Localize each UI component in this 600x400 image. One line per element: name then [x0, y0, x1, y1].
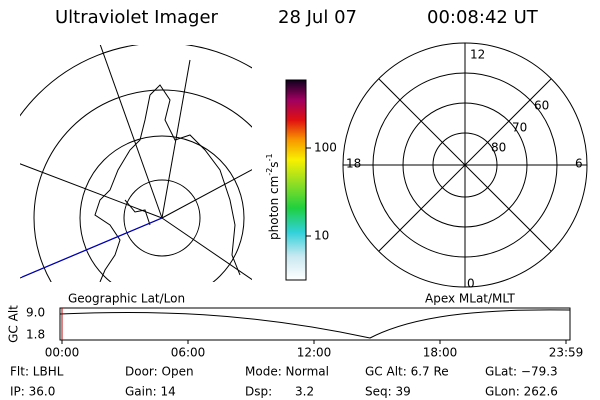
unit: s [267, 161, 281, 167]
altitude-curve [59, 309, 571, 339]
exp: -1 [265, 153, 274, 161]
colorbar-tick: 100 [314, 141, 337, 155]
info-field: Flt: LBHL [10, 365, 64, 379]
info-field: GLon: 262.6 [485, 385, 558, 399]
info-field: Door: Open [125, 365, 194, 379]
colorbar-tick: 10 [314, 229, 329, 243]
colorbar-label: photon cm-2s-1 [265, 153, 281, 240]
x-tick-label: 00:00 [45, 346, 80, 360]
mlt-label: 6 [575, 157, 583, 171]
info-field: Mode: Normal [245, 365, 329, 379]
time: 00:08:42 UT [427, 7, 539, 28]
x-tick-label: 18:00 [423, 346, 458, 360]
info-panel: Flt: LBHL Door: Open Mode: Normal GC Alt: 6… [10, 365, 558, 399]
mlt-label: 0 [467, 277, 475, 291]
unit: photon cm [267, 176, 281, 240]
y-tick-label: 9.0 [26, 306, 45, 320]
x-tick-label: 23:59 [549, 346, 584, 360]
exp: -2 [265, 168, 274, 176]
date: 28 Jul 07 [278, 7, 357, 28]
info-field: Gain: 14 [125, 385, 176, 399]
left-panel-label: Geographic Lat/Lon [68, 292, 185, 306]
mlat-label: 60 [534, 99, 549, 113]
mlat-label: 80 [491, 141, 506, 155]
mlt-label: 18 [346, 157, 361, 171]
mlat-label: 70 [512, 121, 527, 135]
title: Ultraviolet Imager [55, 7, 219, 28]
x-axis: 00:00 06:00 12:00 18:00 23:59 [45, 340, 584, 360]
y-tick-label: 1.8 [26, 328, 45, 342]
info-field: GC Alt: 6.7 Re [365, 365, 449, 379]
mlt-label: 12 [470, 48, 485, 62]
right-panel-label: Apex MLat/MLT [425, 292, 515, 306]
x-tick-label: 12:00 [297, 346, 332, 360]
geographic-map [20, 45, 252, 282]
y-axis-label: GC Alt [7, 305, 21, 343]
info-field: GLat: −79.3 [485, 365, 558, 379]
info-field: Dsp: 3.2 [245, 385, 314, 399]
altitude-frame [59, 307, 571, 341]
colorbar [285, 79, 307, 281]
info-field: Seq: 39 [365, 385, 411, 399]
info-field: IP: 36.0 [10, 385, 55, 399]
x-tick-label: 06:00 [171, 346, 206, 360]
polar-grid [342, 42, 588, 288]
